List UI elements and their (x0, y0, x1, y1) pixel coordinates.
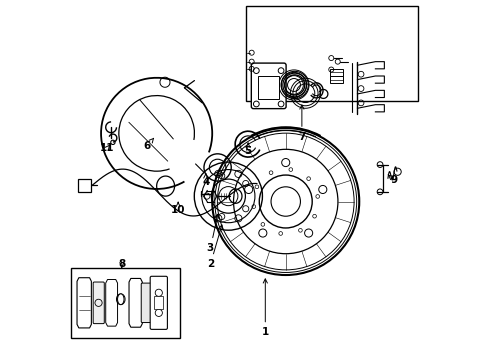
Bar (78, 179, 91, 192)
Text: 6: 6 (143, 138, 153, 151)
Polygon shape (77, 278, 91, 328)
Bar (154, 296, 163, 309)
Text: 3: 3 (206, 214, 219, 253)
Text: 11: 11 (100, 143, 115, 153)
FancyBboxPatch shape (251, 63, 285, 109)
Text: 4: 4 (202, 174, 209, 187)
Bar (329, 76, 343, 83)
Text: 8: 8 (118, 259, 125, 269)
Polygon shape (105, 279, 117, 326)
Polygon shape (129, 278, 142, 327)
Ellipse shape (117, 294, 124, 305)
Bar (329, 69, 343, 76)
FancyBboxPatch shape (141, 283, 154, 323)
FancyBboxPatch shape (150, 276, 167, 329)
Text: 9: 9 (387, 175, 397, 185)
Bar (70, 268, 180, 338)
Bar (246, 6, 418, 101)
Text: 5: 5 (244, 143, 251, 156)
Text: 1: 1 (261, 279, 268, 337)
Text: 7: 7 (298, 105, 305, 142)
FancyBboxPatch shape (93, 282, 104, 324)
Text: 10: 10 (171, 202, 185, 216)
Text: 2: 2 (206, 225, 222, 269)
Bar (257, 76, 278, 99)
